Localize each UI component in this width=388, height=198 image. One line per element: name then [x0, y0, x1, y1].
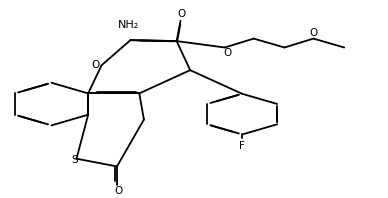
- Text: O: O: [224, 48, 232, 58]
- Text: O: O: [114, 186, 123, 196]
- Text: O: O: [92, 60, 100, 70]
- Text: NH₂: NH₂: [118, 20, 139, 30]
- Text: O: O: [177, 9, 185, 19]
- Text: F: F: [239, 141, 245, 151]
- Text: S: S: [71, 155, 78, 165]
- Text: O: O: [309, 28, 317, 38]
